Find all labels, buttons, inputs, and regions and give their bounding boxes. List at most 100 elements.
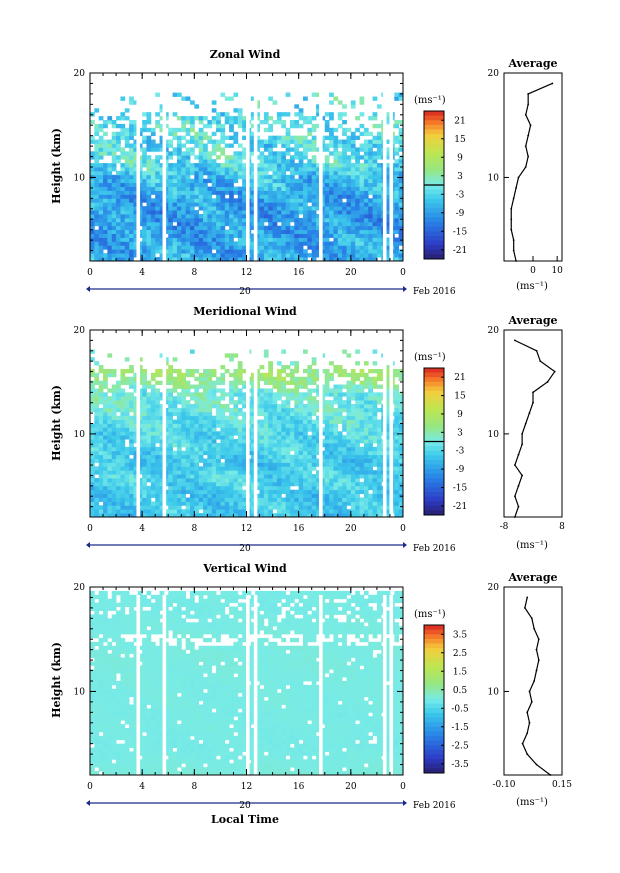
- heatmap-cell: [350, 237, 356, 242]
- heatmap-cell: [268, 147, 273, 152]
- heatmap-cell: [329, 493, 334, 498]
- heatmap-cell: [316, 182, 321, 187]
- heatmap-cell: [355, 392, 360, 397]
- heatmap-cell: [272, 466, 278, 471]
- heatmap-cell: [163, 167, 169, 172]
- heatmap-cell: [316, 249, 321, 254]
- heatmap-cell: [116, 257, 121, 262]
- heatmap-cell: [346, 127, 352, 133]
- heatmap-cell: [176, 155, 182, 160]
- heatmap-cell: [276, 407, 282, 413]
- heatmap-cell: [268, 454, 273, 459]
- heatmap-cell: [155, 485, 160, 491]
- heatmap-cell: [272, 210, 278, 215]
- heatmap-cell: [255, 112, 260, 117]
- heatmap-cell: [181, 411, 187, 417]
- heatmap-cell: [98, 237, 104, 242]
- heatmap-cell: [181, 427, 187, 432]
- heatmap-cell: [98, 127, 104, 133]
- heatmap-cell: [359, 439, 365, 444]
- heatmap-cell: [116, 458, 121, 463]
- heatmap-cell: [324, 493, 330, 498]
- heatmap-cell: [281, 190, 287, 195]
- heatmap-cell: [268, 439, 273, 444]
- heatmap-cell: [263, 427, 269, 432]
- heatmap-cell: [237, 423, 243, 428]
- heatmap-cell: [368, 167, 373, 172]
- heatmap-cell: [398, 249, 404, 254]
- heatmap-cell: [207, 241, 213, 246]
- heatmap-cell: [220, 419, 226, 424]
- heatmap-cell: [342, 202, 347, 207]
- heatmap-cell: [203, 435, 208, 440]
- heatmap-cell: [176, 485, 182, 491]
- heatmap-cell: [194, 423, 200, 428]
- heatmap-cell: [372, 186, 378, 191]
- heatmap-cell: [320, 388, 326, 393]
- heatmap-cell: [181, 186, 187, 191]
- heatmap-cell: [376, 439, 382, 444]
- heatmap-cell: [307, 513, 313, 518]
- heatmap-cell: [281, 392, 287, 397]
- heatmap-cell: [394, 478, 400, 483]
- heatmap-cell: [176, 249, 182, 254]
- heatmap-cell: [237, 249, 243, 254]
- heatmap-cell: [316, 108, 321, 113]
- heatmap-cell: [372, 167, 378, 172]
- heatmap-cell: [376, 253, 382, 258]
- heatmap-cell: [103, 446, 108, 452]
- heatmap-cell: [303, 481, 308, 487]
- heatmap-cell: [216, 245, 221, 250]
- heatmap-cell: [376, 198, 382, 203]
- heatmap-cell: [98, 135, 104, 140]
- heatmap-cell: [333, 167, 339, 172]
- heatmap-cell: [394, 435, 400, 440]
- heatmap-cell: [376, 427, 382, 432]
- heatmap-cell: [98, 116, 104, 121]
- heatmap-cell: [242, 442, 247, 448]
- heatmap-cell: [137, 419, 143, 424]
- heatmap-cell: [137, 423, 143, 428]
- heatmap-cell: [320, 237, 326, 242]
- heatmap-cell: [237, 411, 243, 417]
- heatmap-cell: [276, 404, 282, 409]
- heatmap-cell: [376, 435, 382, 440]
- heatmap-cell: [346, 202, 352, 207]
- heatmap-cell: [372, 431, 378, 436]
- heatmap-cell: [194, 485, 200, 491]
- heatmap-cell: [211, 233, 217, 238]
- heatmap-cell: [176, 92, 182, 97]
- heatmap-cell: [285, 249, 291, 254]
- heatmap-cell: [333, 400, 339, 405]
- heatmap-cell: [220, 253, 226, 258]
- heatmap-cell: [168, 170, 173, 176]
- heatmap-cell: [259, 489, 265, 495]
- heatmap-cell: [311, 178, 317, 184]
- heatmap-cell: [98, 170, 104, 176]
- heatmap-cell: [298, 407, 304, 413]
- heatmap-cell: [237, 380, 243, 385]
- heatmap-cell: [90, 182, 95, 187]
- heatmap-cell: [285, 229, 291, 234]
- heatmap-cell: [276, 388, 282, 393]
- heatmap-cell: [263, 450, 269, 456]
- heatmap-cell: [320, 431, 326, 436]
- heatmap-cell: [359, 186, 365, 191]
- heatmap-cell: [129, 127, 134, 133]
- heatmap-cell: [294, 501, 300, 506]
- heatmap-cell: [268, 229, 273, 234]
- heatmap-cell: [337, 198, 343, 203]
- heatmap-cell: [281, 112, 287, 117]
- heatmap-cell: [303, 513, 308, 518]
- heatmap-cell: [368, 143, 373, 148]
- heatmap-cell: [394, 214, 400, 219]
- heatmap-cell: [172, 485, 178, 491]
- heatmap-cell: [337, 241, 343, 246]
- heatmap-cell: [146, 419, 152, 424]
- heatmap-cell: [220, 163, 226, 168]
- heatmap-cell: [120, 167, 126, 172]
- heatmap-cell: [298, 431, 304, 436]
- heatmap-cell: [220, 229, 226, 234]
- heatmap-cell: [294, 446, 300, 452]
- heatmap-cell: [316, 167, 321, 172]
